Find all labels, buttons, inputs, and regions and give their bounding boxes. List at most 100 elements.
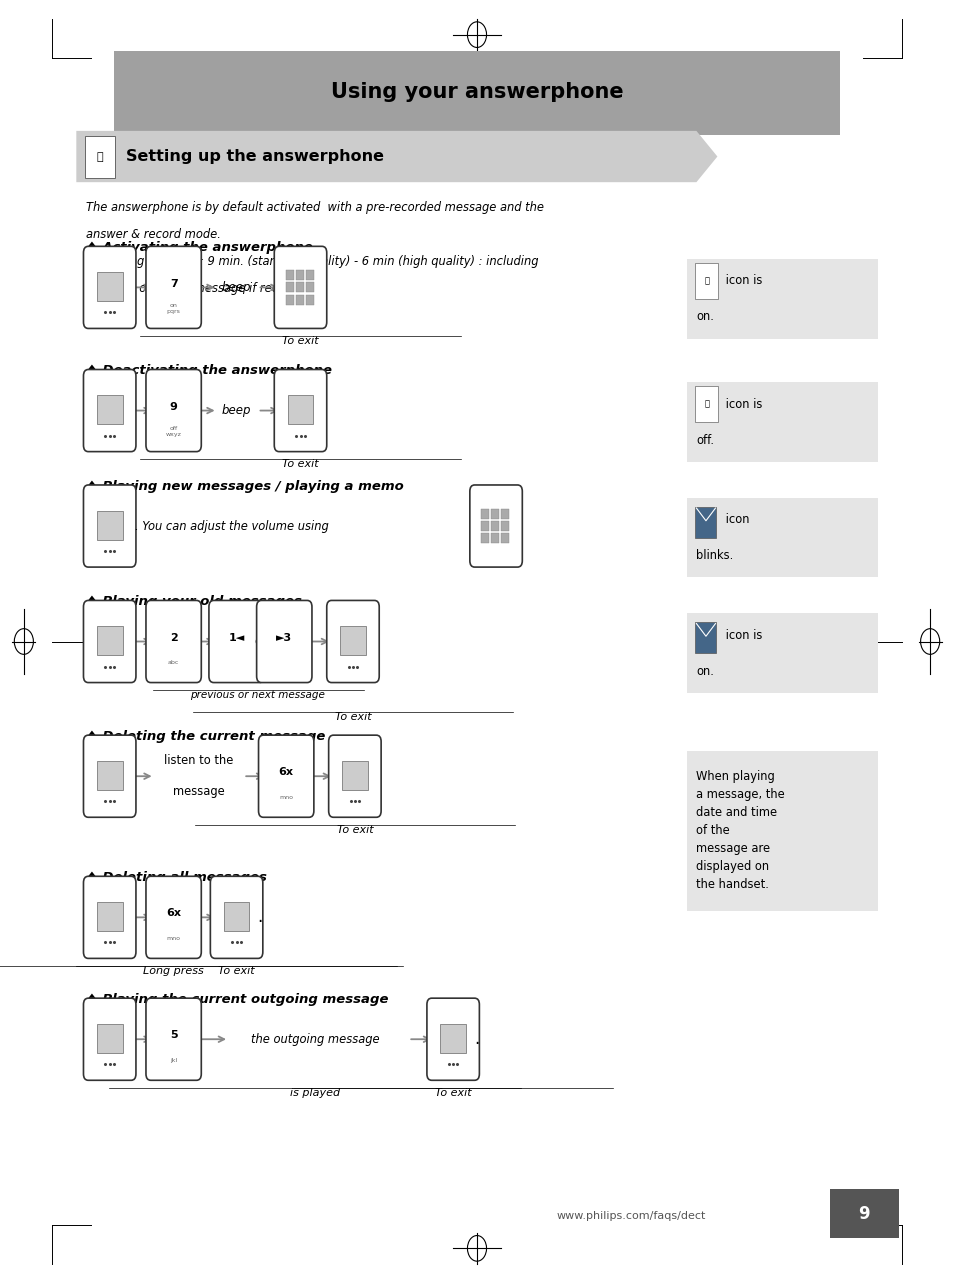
Text: ♦ Playing new messages / playing a memo: ♦ Playing new messages / playing a memo — [86, 480, 403, 493]
Text: . You can adjust the volume using: . You can adjust the volume using — [135, 520, 329, 532]
Text: Recording capacity : 9 min. (standard quality) - 6 min (high quality) : includin: Recording capacity : 9 min. (standard qu… — [86, 255, 537, 268]
FancyBboxPatch shape — [84, 370, 135, 452]
FancyBboxPatch shape — [84, 246, 135, 328]
Text: To exit: To exit — [336, 825, 373, 835]
Text: Setting up the answerphone: Setting up the answerphone — [126, 149, 383, 164]
FancyBboxPatch shape — [223, 902, 250, 931]
Bar — [686, 751, 877, 911]
Text: answer & record mode.: answer & record mode. — [86, 228, 220, 241]
Text: 7: 7 — [170, 278, 177, 289]
FancyBboxPatch shape — [97, 395, 122, 423]
Text: To exit: To exit — [435, 1088, 471, 1098]
FancyBboxPatch shape — [97, 902, 122, 931]
FancyBboxPatch shape — [285, 282, 294, 293]
FancyBboxPatch shape — [341, 761, 367, 789]
Text: www.philips.com/faqs/dect: www.philips.com/faqs/dect — [556, 1211, 705, 1221]
Text: ♦ Deactivating the answerphone: ♦ Deactivating the answerphone — [86, 364, 332, 377]
FancyBboxPatch shape — [97, 272, 122, 300]
Bar — [686, 613, 877, 693]
FancyBboxPatch shape — [500, 521, 509, 531]
FancyBboxPatch shape — [328, 735, 380, 817]
Text: To exit: To exit — [218, 966, 254, 976]
Text: icon: icon — [721, 513, 749, 526]
Text: the outgoing message: the outgoing message — [251, 1033, 378, 1046]
Text: When playing
a message, the
date and time
of the
message are
displayed on
the ha: When playing a message, the date and tim… — [696, 770, 784, 890]
FancyBboxPatch shape — [274, 370, 326, 452]
Text: 6x: 6x — [166, 908, 181, 919]
FancyBboxPatch shape — [84, 998, 135, 1080]
Text: ♦ Deleting all messages: ♦ Deleting all messages — [86, 871, 267, 884]
FancyBboxPatch shape — [491, 508, 498, 518]
FancyBboxPatch shape — [210, 876, 263, 958]
Text: ⏱: ⏱ — [97, 151, 103, 162]
Text: icon is: icon is — [721, 275, 761, 287]
Bar — [686, 498, 877, 577]
FancyBboxPatch shape — [97, 626, 122, 654]
Text: or: or — [254, 635, 266, 648]
Text: 2: 2 — [170, 633, 177, 643]
FancyBboxPatch shape — [426, 998, 478, 1080]
Text: ♦ Playing the current outgoing message: ♦ Playing the current outgoing message — [86, 993, 388, 1006]
Text: To exit: To exit — [282, 459, 318, 470]
Polygon shape — [76, 131, 717, 182]
Text: off.: off. — [696, 434, 714, 446]
FancyBboxPatch shape — [695, 622, 716, 653]
FancyBboxPatch shape — [480, 534, 489, 544]
Text: .: . — [474, 1030, 479, 1048]
FancyBboxPatch shape — [274, 246, 326, 328]
Text: 5: 5 — [170, 1030, 177, 1041]
Text: ⏱: ⏱ — [703, 399, 709, 409]
Text: message: message — [172, 785, 224, 798]
FancyBboxPatch shape — [285, 295, 294, 304]
FancyBboxPatch shape — [256, 600, 312, 683]
Text: ♦ Deleting the current message: ♦ Deleting the current message — [86, 730, 325, 743]
Text: ►3: ►3 — [276, 633, 292, 643]
Text: is played: is played — [290, 1088, 339, 1098]
FancyBboxPatch shape — [146, 876, 201, 958]
Text: off
wxyz: off wxyz — [166, 426, 181, 438]
FancyBboxPatch shape — [500, 508, 509, 518]
FancyBboxPatch shape — [695, 263, 718, 299]
Text: mno: mno — [279, 795, 293, 799]
Text: on.: on. — [696, 310, 714, 323]
FancyBboxPatch shape — [84, 485, 135, 567]
FancyBboxPatch shape — [695, 386, 718, 422]
FancyBboxPatch shape — [439, 1024, 465, 1052]
Text: 9: 9 — [170, 402, 177, 412]
Text: ♦ Playing your old messages: ♦ Playing your old messages — [86, 595, 301, 608]
Text: listen to the: listen to the — [164, 754, 233, 767]
FancyBboxPatch shape — [491, 521, 498, 531]
Text: Using your answerphone: Using your answerphone — [331, 82, 622, 103]
FancyBboxPatch shape — [258, 735, 314, 817]
Text: jkl: jkl — [170, 1058, 177, 1062]
Text: icon is: icon is — [721, 629, 761, 642]
FancyBboxPatch shape — [97, 761, 122, 789]
FancyBboxPatch shape — [695, 507, 716, 538]
Text: personal outgoing message if recorded.: personal outgoing message if recorded. — [86, 282, 314, 295]
Text: mno: mno — [167, 937, 180, 940]
Text: Long press: Long press — [143, 966, 204, 976]
Text: ♦ Activating the answerphone: ♦ Activating the answerphone — [86, 241, 313, 254]
Bar — [829, 1189, 898, 1238]
Text: The answerphone is by default activated  with a pre-recorded message and the: The answerphone is by default activated … — [86, 201, 543, 214]
FancyBboxPatch shape — [84, 600, 135, 683]
FancyBboxPatch shape — [295, 269, 303, 280]
FancyBboxPatch shape — [146, 600, 201, 683]
FancyBboxPatch shape — [209, 600, 264, 683]
FancyBboxPatch shape — [480, 508, 489, 518]
FancyBboxPatch shape — [339, 626, 366, 654]
Text: abc: abc — [168, 661, 179, 665]
Text: on
pqrs: on pqrs — [167, 303, 180, 314]
FancyBboxPatch shape — [146, 998, 201, 1080]
Text: blinks.: blinks. — [696, 549, 733, 562]
Text: 9: 9 — [858, 1205, 869, 1223]
FancyBboxPatch shape — [288, 395, 313, 423]
FancyBboxPatch shape — [84, 876, 135, 958]
Text: ⏱: ⏱ — [703, 276, 709, 286]
Text: on.: on. — [696, 665, 714, 677]
FancyBboxPatch shape — [146, 246, 201, 328]
FancyBboxPatch shape — [491, 534, 498, 544]
Text: 6x: 6x — [278, 767, 294, 777]
Text: previous or next message: previous or next message — [190, 690, 325, 701]
FancyBboxPatch shape — [305, 269, 314, 280]
